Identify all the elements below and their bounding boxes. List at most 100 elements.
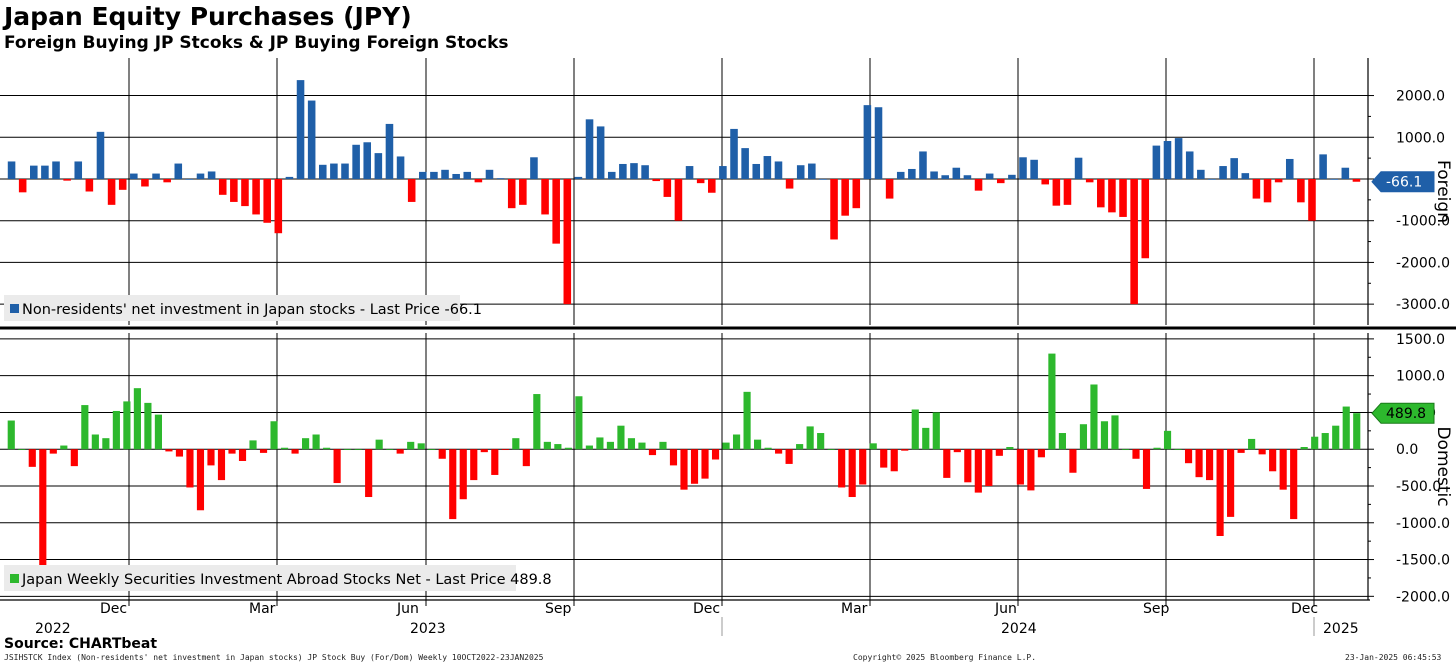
foreign-bar	[763, 156, 772, 179]
domestic-bar	[722, 442, 730, 450]
domestic-ytick-label: -1000.0	[1396, 516, 1450, 532]
domestic-ytick-label: -1500.0	[1396, 553, 1450, 569]
domestic-bar	[1132, 449, 1140, 459]
foreign-legend-label: Non-residents' net investment in Japan s…	[22, 302, 482, 318]
domestic-bar	[932, 412, 940, 450]
domestic-bar	[953, 449, 961, 453]
foreign-bar	[496, 178, 505, 179]
domestic-bar	[112, 410, 120, 450]
domestic-bar	[1142, 449, 1151, 489]
domestic-bar	[312, 434, 320, 450]
x-year-label: 2022	[35, 621, 71, 637]
domestic-bar	[175, 449, 184, 457]
foreign-bar	[552, 178, 560, 244]
foreign-bar	[908, 168, 916, 179]
domestic-bar	[1269, 449, 1277, 472]
foreign-bar	[1274, 178, 1283, 183]
foreign-bar	[1263, 178, 1272, 203]
foreign-bar	[719, 166, 727, 179]
domestic-bar	[1048, 353, 1056, 450]
domestic-bar	[1006, 447, 1014, 450]
foreign-bar	[1319, 154, 1327, 179]
domestic-bar	[165, 449, 173, 452]
foreign-bar	[419, 171, 427, 179]
foreign-bar	[307, 100, 316, 179]
domestic-bar	[911, 409, 919, 450]
foreign-bar	[952, 167, 961, 179]
foreign-bar	[1352, 178, 1361, 182]
domestic-bar	[880, 449, 888, 468]
domestic-bar	[554, 444, 562, 450]
foreign-bar	[596, 126, 605, 179]
domestic-bar	[1174, 449, 1182, 451]
domestic-bar	[1079, 424, 1088, 450]
foreign-bar	[730, 128, 738, 179]
domestic-bar	[123, 401, 131, 450]
domestic-bar	[606, 441, 614, 450]
foreign-bar	[563, 178, 572, 305]
foreign-bar	[896, 171, 905, 179]
domestic-bar	[1237, 449, 1245, 453]
domestic-bar	[259, 449, 268, 453]
foreign-ytick-label: -3000.0	[1396, 297, 1450, 313]
foreign-bar	[1152, 145, 1161, 179]
domestic-bar	[1184, 449, 1193, 464]
foreign-bar	[1041, 178, 1050, 185]
domestic-bar	[249, 440, 257, 450]
series-description: JSIHSTCK Index (Non-residents' net inves…	[4, 653, 544, 662]
domestic-bar	[28, 449, 36, 467]
timestamp-text: 23-Jan-2025 06:45:53	[1345, 653, 1442, 662]
foreign-bar	[163, 178, 171, 183]
foreign-legend-swatch	[10, 304, 19, 313]
foreign-bar	[996, 178, 1005, 184]
foreign-bar	[1241, 173, 1250, 179]
domestic-bar	[333, 449, 341, 484]
foreign-bar	[485, 169, 494, 179]
foreign-bar	[585, 119, 594, 179]
domestic-bar	[491, 449, 499, 475]
x-month-label: Jun	[994, 601, 1017, 617]
foreign-bar	[1074, 157, 1083, 179]
domestic-bar	[838, 449, 846, 488]
domestic-bar	[470, 449, 478, 481]
domestic-bar	[1111, 415, 1119, 450]
domestic-bar	[207, 449, 215, 466]
foreign-bar	[930, 171, 938, 179]
x-month-label: Dec	[1291, 601, 1318, 617]
domestic-bar	[522, 449, 530, 467]
foreign-bar	[1185, 151, 1194, 179]
foreign-bar	[507, 178, 516, 209]
domestic-bar	[302, 438, 310, 450]
foreign-bar	[118, 178, 127, 190]
foreign-bar	[1285, 158, 1294, 179]
foreign-bar	[1252, 178, 1261, 199]
foreign-bar	[341, 163, 349, 179]
domestic-legend-box	[4, 565, 516, 591]
x-year-label: 2024	[1001, 621, 1037, 637]
domestic-bar	[7, 420, 15, 450]
foreign-bar	[619, 163, 627, 179]
domestic-bar	[228, 449, 236, 454]
foreign-bar	[863, 105, 872, 179]
x-month-label: Dec	[100, 601, 127, 617]
foreign-bar	[630, 163, 638, 179]
foreign-bar	[874, 107, 883, 179]
foreign-bar	[1197, 169, 1205, 179]
domestic-bar	[1248, 438, 1256, 450]
foreign-bar	[41, 165, 49, 179]
domestic-bar	[659, 441, 667, 450]
foreign-bar	[1063, 178, 1072, 205]
source-label: Source: CHARTbeat	[4, 636, 158, 652]
domestic-bar	[617, 425, 625, 450]
domestic-bar	[144, 402, 152, 450]
domestic-bar	[1300, 447, 1308, 450]
foreign-bar	[18, 178, 27, 193]
domestic-bar	[1227, 449, 1235, 517]
foreign-bar	[663, 178, 672, 197]
domestic-bar	[690, 449, 699, 484]
foreign-bar	[1130, 178, 1138, 305]
x-year-label: 2023	[410, 621, 446, 637]
domestic-bar	[217, 449, 226, 481]
domestic-bar	[1206, 449, 1214, 481]
domestic-bar	[102, 438, 110, 450]
